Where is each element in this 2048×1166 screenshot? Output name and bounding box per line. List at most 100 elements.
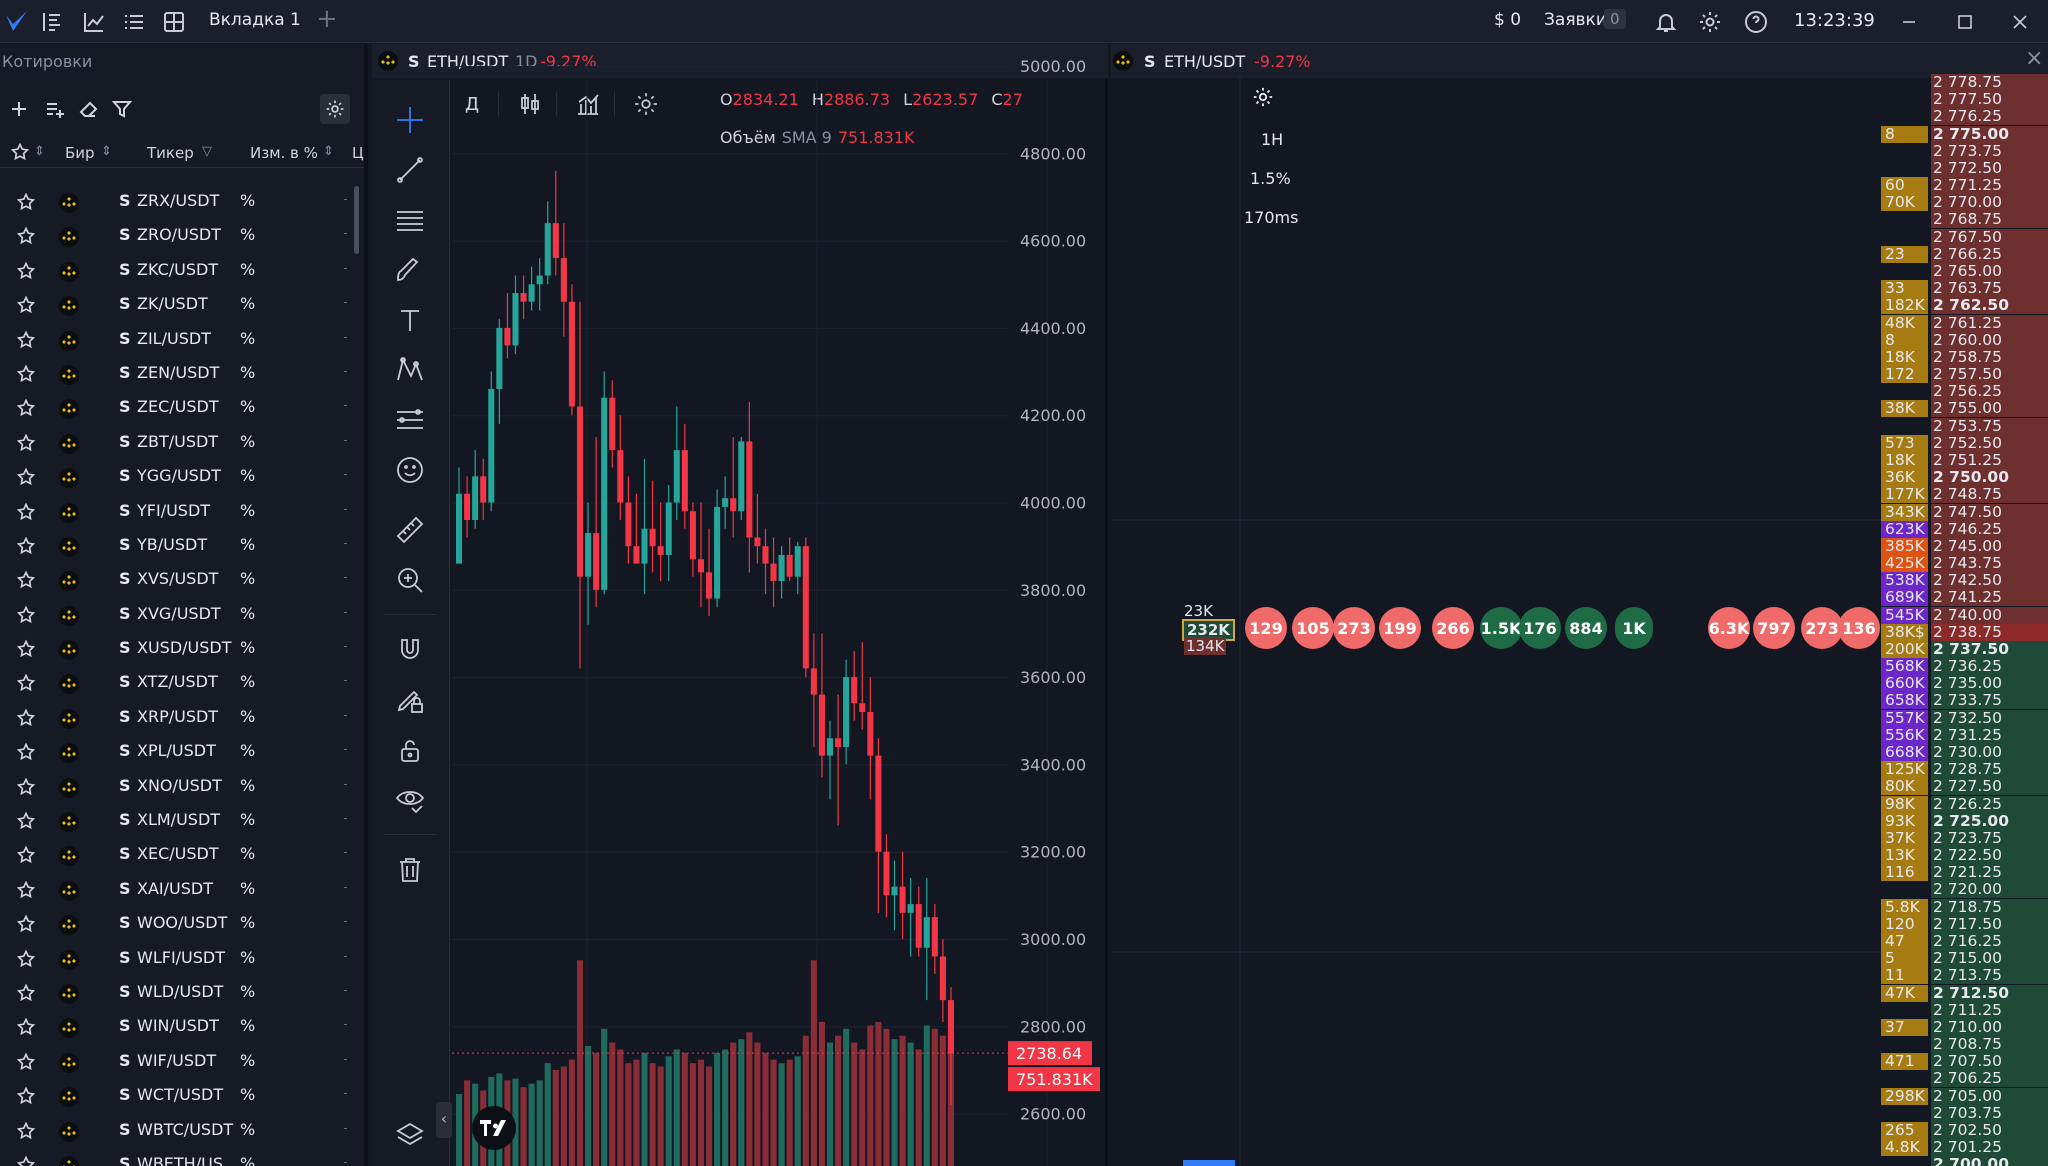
- sort-icon[interactable]: ⇕: [34, 144, 45, 159]
- column-change[interactable]: Изм. в %: [250, 144, 318, 162]
- quote-row[interactable]: S XUSD/USDT%: [0, 632, 364, 666]
- price-level-row[interactable]: 36K 2 750.00: [1881, 469, 2048, 487]
- favorite-star-icon[interactable]: [16, 536, 38, 558]
- favorite-star-icon[interactable]: [16, 467, 38, 489]
- quote-row[interactable]: S ZK/USDT%: [0, 288, 364, 322]
- price-level-row[interactable]: 93K 2 725.00: [1881, 812, 2048, 830]
- favorite-star-icon[interactable]: [16, 226, 38, 248]
- quote-row[interactable]: S WIN/USDT%: [0, 1010, 364, 1044]
- order-book-timeframe[interactable]: 1H: [1261, 130, 1284, 149]
- favorite-star-icon[interactable]: [16, 742, 38, 764]
- order-book-symbol[interactable]: ETH/USDT: [1164, 52, 1246, 71]
- price-level-row[interactable]: 556K 2 731.25: [1881, 726, 2048, 744]
- favorite-star-icon[interactable]: [16, 983, 38, 1005]
- filter-icon[interactable]: [107, 94, 137, 124]
- pattern-tool-icon[interactable]: [390, 350, 430, 390]
- column-exchange[interactable]: Бир: [65, 144, 95, 162]
- favorite-star-icon[interactable]: [16, 192, 38, 214]
- ruler-icon[interactable]: [390, 510, 430, 550]
- price-level-row[interactable]: 125K 2 728.75: [1881, 761, 2048, 779]
- price-level-row[interactable]: 98K 2 726.25: [1881, 795, 2048, 813]
- price-level-row[interactable]: 2 767.50: [1881, 228, 2048, 246]
- price-level-row[interactable]: 18K 2 751.25: [1881, 451, 2048, 469]
- price-level-row[interactable]: 80K 2 727.50: [1881, 778, 2048, 796]
- column-ticker[interactable]: Тикер: [147, 144, 194, 162]
- tab-workspace-1[interactable]: Вкладка 1: [209, 10, 301, 30]
- buy-trade-bubble[interactable]: 884: [1565, 607, 1607, 649]
- unlock-icon[interactable]: [390, 730, 430, 770]
- list-icon[interactable]: [120, 8, 148, 36]
- favorite-star-icon[interactable]: [16, 1121, 38, 1143]
- price-level-row[interactable]: 471 2 707.50: [1881, 1053, 2048, 1071]
- quote-row[interactable]: S YFI/USDT%: [0, 495, 364, 529]
- favorite-star-icon[interactable]: [16, 708, 38, 730]
- sell-trade-bubble[interactable]: 199: [1379, 607, 1421, 649]
- favorite-star-icon[interactable]: [16, 398, 38, 420]
- price-level-row[interactable]: 2 777.50: [1881, 91, 2048, 109]
- quote-row[interactable]: S XPL/USDT%: [0, 735, 364, 769]
- quote-row[interactable]: S WIF/USDT%: [0, 1045, 364, 1079]
- chart-settings-gear-icon[interactable]: [626, 88, 666, 120]
- sort-icon[interactable]: ⇕: [101, 144, 112, 159]
- favorite-star-icon[interactable]: [16, 570, 38, 592]
- trash-icon[interactable]: [390, 850, 430, 890]
- favorite-star-icon[interactable]: [16, 949, 38, 971]
- sell-trade-bubble[interactable]: 136: [1838, 607, 1880, 649]
- price-level-row[interactable]: 689K 2 741.25: [1881, 589, 2048, 607]
- sell-trade-bubble[interactable]: 797: [1753, 607, 1795, 649]
- quote-row[interactable]: S ZIL/USDT%: [0, 323, 364, 357]
- price-level-row[interactable]: 200K 2 737.50: [1881, 640, 2048, 658]
- quote-row[interactable]: S WOO/USDT%: [0, 907, 364, 941]
- crosshair-icon[interactable]: [390, 100, 430, 140]
- sell-trade-bubble[interactable]: 105: [1292, 607, 1334, 649]
- price-level-row[interactable]: 2 778.75: [1881, 74, 2048, 91]
- buy-trade-bubble[interactable]: 1.5K: [1480, 607, 1522, 649]
- trend-line-icon[interactable]: [390, 150, 430, 190]
- favorite-star-icon[interactable]: [16, 330, 38, 352]
- quote-row[interactable]: S YB/USDT%: [0, 529, 364, 563]
- candlestick-icon[interactable]: [510, 88, 550, 120]
- quote-row[interactable]: S XLM/USDT%: [0, 804, 364, 838]
- app-logo-icon[interactable]: [2, 8, 30, 36]
- indicators-icon[interactable]: [568, 88, 608, 120]
- price-level-row[interactable]: 120 2 717.50: [1881, 915, 2048, 933]
- magnet-icon[interactable]: [390, 630, 430, 670]
- add-tab-button[interactable]: +: [316, 4, 338, 34]
- chart-icon[interactable]: [80, 8, 108, 36]
- quote-row[interactable]: S WLD/USDT%: [0, 976, 364, 1010]
- price-level-row[interactable]: 2 772.50: [1881, 159, 2048, 177]
- quote-row[interactable]: S XRP/USDT%: [0, 701, 364, 735]
- price-level-row[interactable]: 2 720.00: [1881, 881, 2048, 899]
- settings-gear-icon[interactable]: [1696, 8, 1724, 36]
- buy-trade-bubble[interactable]: 1K: [1615, 607, 1653, 649]
- eraser-icon[interactable]: [74, 94, 104, 124]
- favorite-star-icon[interactable]: [16, 261, 38, 283]
- price-level-row[interactable]: 18K 2 758.75: [1881, 348, 2048, 366]
- price-level-row[interactable]: 2 703.75: [1881, 1104, 2048, 1122]
- sort-desc-icon[interactable]: ▽: [202, 144, 212, 159]
- price-level-row[interactable]: 38K$ 2 738.75: [1881, 623, 2048, 641]
- price-level-row[interactable]: 48K 2 761.25: [1881, 314, 2048, 332]
- maximize-icon[interactable]: [1951, 8, 1979, 36]
- favorite-star-icon[interactable]: [16, 1086, 38, 1108]
- price-level-row[interactable]: 573 2 752.50: [1881, 434, 2048, 452]
- favorite-star-icon[interactable]: [16, 811, 38, 833]
- quotes-settings-gear-icon[interactable]: [320, 94, 350, 124]
- sell-trade-bubble[interactable]: 129: [1245, 607, 1287, 649]
- price-level-row[interactable]: 70K 2 770.00: [1881, 194, 2048, 212]
- favorite-star-icon[interactable]: [16, 1017, 38, 1039]
- price-level-row[interactable]: 23 2 766.25: [1881, 245, 2048, 263]
- price-level-row[interactable]: 2 756.25: [1881, 383, 2048, 401]
- price-level-row[interactable]: 2 776.25: [1881, 108, 2048, 126]
- add-list-icon[interactable]: [40, 94, 70, 124]
- balance-display[interactable]: $ 0: [1494, 10, 1522, 30]
- favorite-star-icon[interactable]: [16, 364, 38, 386]
- price-level-row[interactable]: 2 706.25: [1881, 1070, 2048, 1088]
- minimize-icon[interactable]: [1895, 8, 1923, 36]
- help-icon[interactable]: [1742, 8, 1770, 36]
- favorite-star-icon[interactable]: [16, 777, 38, 799]
- sell-trade-bubble[interactable]: 273: [1333, 607, 1375, 649]
- orders-button[interactable]: Заявки: [1544, 10, 1607, 30]
- favorite-star-icon[interactable]: [16, 880, 38, 902]
